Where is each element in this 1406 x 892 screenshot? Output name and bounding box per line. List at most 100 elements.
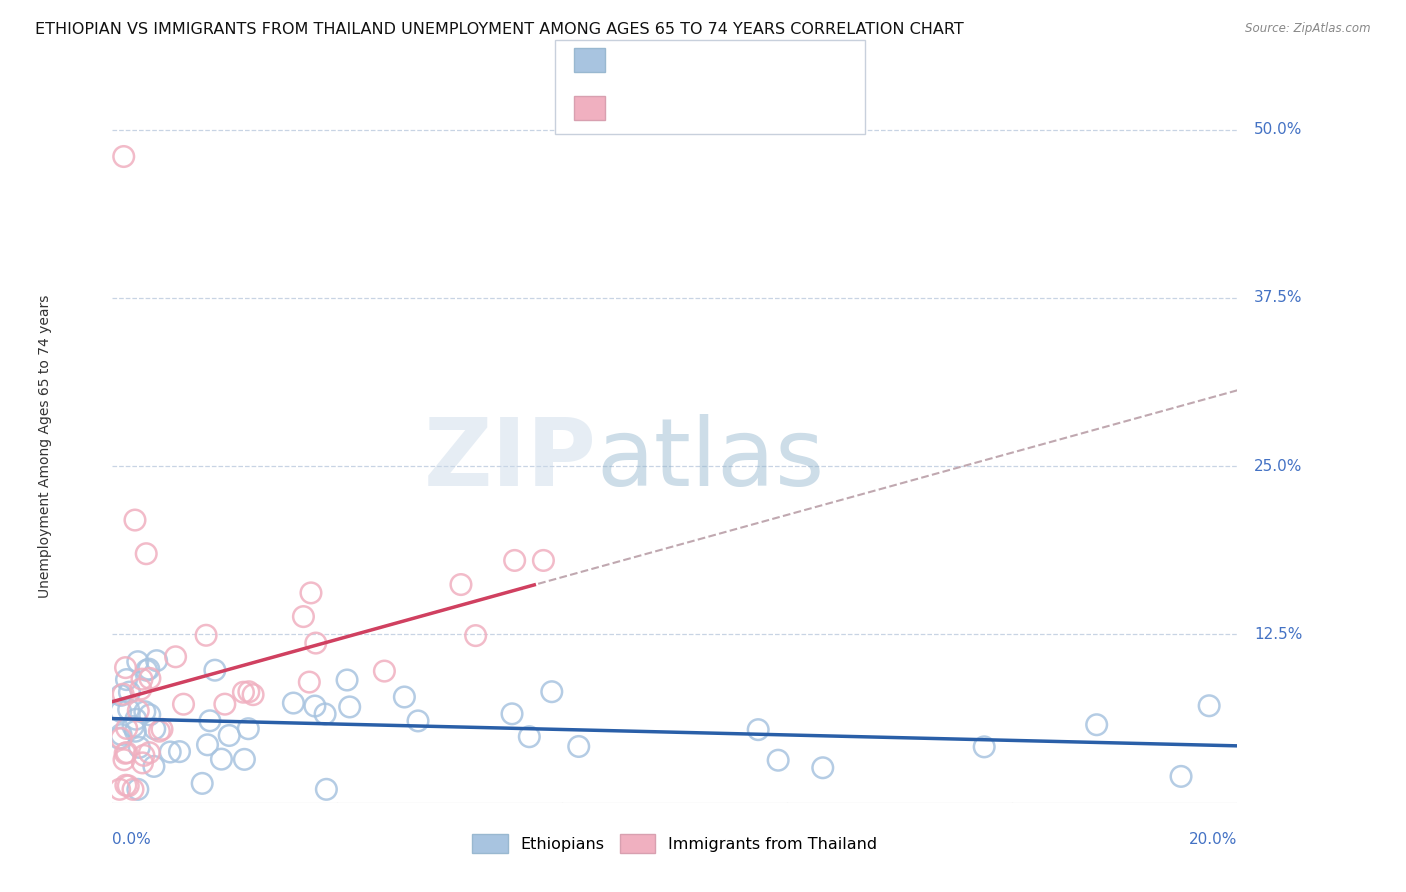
Point	[298, 675, 321, 690]
Point	[148, 724, 170, 739]
Text: Unemployment Among Ages 65 to 74 years: Unemployment Among Ages 65 to 74 years	[38, 294, 52, 598]
Point	[747, 723, 769, 737]
Point	[117, 779, 139, 793]
Point	[122, 719, 145, 733]
Point	[198, 714, 221, 728]
Point	[195, 628, 218, 642]
Point	[159, 745, 181, 759]
Point	[124, 724, 146, 739]
Point	[973, 739, 995, 754]
Point	[131, 756, 153, 770]
Text: 25.0%: 25.0%	[1254, 458, 1302, 474]
Point	[299, 586, 322, 600]
Point	[134, 705, 156, 719]
Point	[1085, 717, 1108, 731]
Text: 0.345: 0.345	[644, 87, 696, 104]
Point	[464, 629, 486, 643]
Point	[165, 649, 187, 664]
Point	[283, 696, 305, 710]
Point	[115, 778, 138, 792]
Point	[315, 782, 337, 797]
Point	[501, 706, 523, 721]
Point	[191, 776, 214, 790]
Text: R =: R =	[612, 87, 648, 104]
Point	[139, 672, 162, 686]
Point	[114, 660, 136, 674]
Point	[129, 682, 152, 697]
Text: atlas: atlas	[596, 414, 824, 507]
Point	[568, 739, 591, 754]
Point	[305, 636, 328, 650]
Point	[110, 689, 132, 703]
Point	[108, 731, 131, 746]
Point	[242, 688, 264, 702]
Point	[233, 752, 256, 766]
Point	[118, 685, 141, 699]
Point	[135, 547, 157, 561]
Point	[238, 722, 260, 736]
Point	[766, 753, 789, 767]
Point	[533, 553, 555, 567]
Point	[138, 746, 160, 760]
Legend: Ethiopians, Immigrants from Thailand: Ethiopians, Immigrants from Thailand	[465, 828, 884, 859]
Point	[373, 664, 395, 678]
Text: 36: 36	[749, 87, 770, 104]
Point	[197, 738, 219, 752]
Point	[112, 687, 135, 701]
Point	[110, 705, 132, 719]
Point	[503, 553, 526, 567]
Point	[540, 684, 562, 698]
Point	[150, 723, 173, 737]
Point	[112, 753, 135, 767]
Point	[128, 740, 150, 755]
Point	[115, 722, 138, 736]
Point	[131, 672, 153, 686]
Point	[238, 685, 260, 699]
Point	[292, 609, 315, 624]
Point	[135, 663, 157, 677]
Point	[112, 149, 135, 163]
Text: R =: R =	[612, 58, 648, 76]
Point	[517, 730, 540, 744]
Text: 37.5%: 37.5%	[1254, 291, 1302, 305]
Point	[125, 712, 148, 726]
Point	[127, 704, 149, 718]
Point	[145, 654, 167, 668]
Text: ZIP: ZIP	[423, 414, 596, 507]
Point	[110, 731, 132, 746]
Point	[124, 513, 146, 527]
Point	[214, 697, 236, 711]
Point	[1170, 769, 1192, 783]
Point	[339, 700, 361, 714]
Point	[304, 699, 326, 714]
Point	[218, 729, 240, 743]
Text: 20.0%: 20.0%	[1189, 832, 1237, 847]
Point	[115, 673, 138, 687]
Point	[406, 714, 429, 728]
Point	[127, 655, 149, 669]
Point	[232, 685, 254, 699]
Point	[209, 752, 232, 766]
Point	[1198, 698, 1220, 713]
Text: 0.0%: 0.0%	[112, 832, 152, 847]
Point	[811, 761, 834, 775]
Text: Source: ZipAtlas.com: Source: ZipAtlas.com	[1246, 22, 1371, 36]
Point	[110, 728, 132, 742]
Point	[142, 759, 165, 773]
Text: N =: N =	[717, 58, 754, 76]
Point	[127, 782, 149, 797]
Point	[132, 748, 155, 763]
Text: 50.0%: 50.0%	[1254, 122, 1302, 137]
Point	[450, 577, 472, 591]
Point	[138, 662, 160, 676]
Point	[204, 663, 226, 677]
Point	[114, 746, 136, 760]
Point	[314, 706, 336, 721]
Text: -0.354: -0.354	[644, 58, 697, 76]
Point	[139, 707, 162, 722]
Point	[115, 746, 138, 760]
Point	[118, 703, 141, 717]
Point	[394, 690, 416, 704]
Text: N =: N =	[717, 87, 754, 104]
Point	[169, 745, 191, 759]
